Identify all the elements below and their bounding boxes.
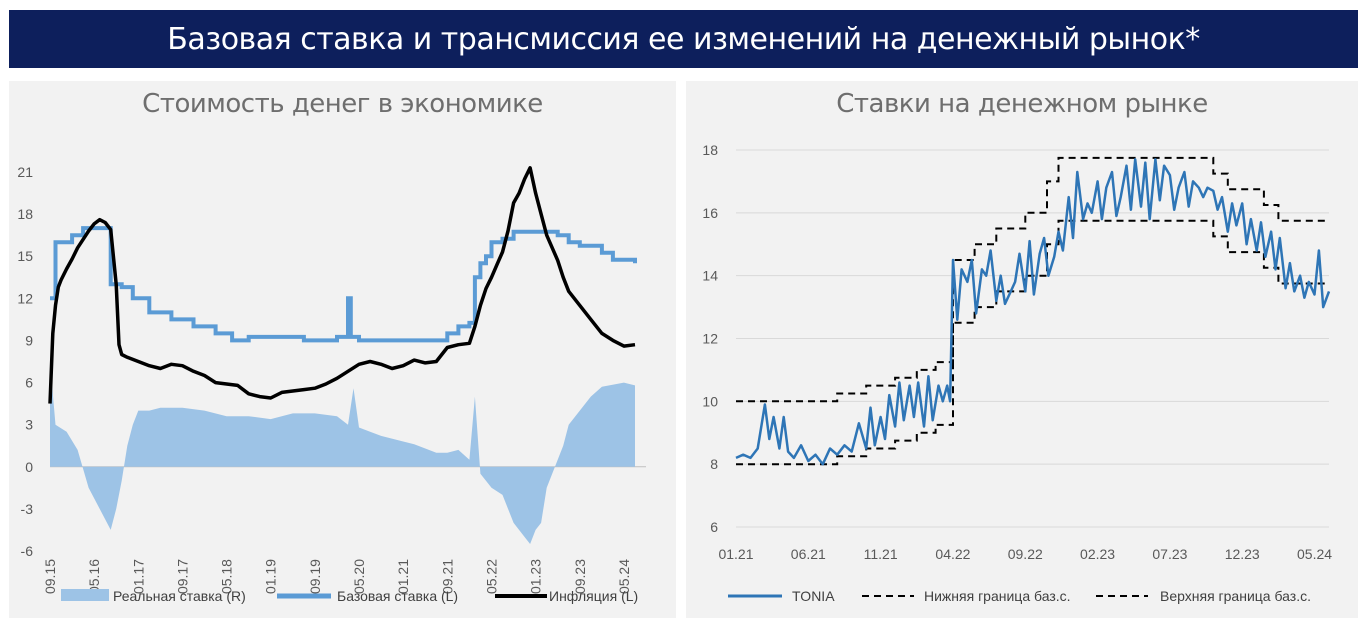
y-tick-label: 18 [702, 142, 718, 158]
x-tick-label: 09.17 [174, 559, 190, 594]
legend-label-real-rate: Реальная ставка (R) [113, 588, 246, 604]
y-tick-label: 8 [710, 456, 718, 472]
x-tick-label: 05.16 [86, 559, 102, 594]
x-tick-label: 01.17 [130, 559, 146, 594]
chart-money-cost: 21 18 15 12 9 6 3 0 -3 -6 09.15 05.16 01.17 09.17 05.1… [17, 164, 646, 604]
y-tick-label: -3 [21, 501, 34, 517]
x-tick-label: 09.21 [439, 559, 455, 594]
y-tick-label: -6 [21, 543, 34, 559]
legend-label-inflation: Инфляция (L) [549, 588, 638, 604]
x-tick-label: 01.23 [528, 559, 544, 594]
series-tonia-line [735, 158, 1331, 466]
x-tick-label: 09.22 [1008, 546, 1043, 562]
x-tick-label: 09.19 [307, 559, 323, 594]
chart-title: Стоимость денег в экономике [142, 89, 543, 119]
series-inflation-line [48, 166, 636, 404]
chart-title: Ставки на денежном рынке [836, 89, 1208, 119]
x-tick-label: 05.24 [1297, 546, 1332, 562]
y-tick-label: 15 [17, 248, 33, 264]
x-tick-label: 04.22 [935, 546, 970, 562]
x-tick-label: 06.21 [791, 546, 826, 562]
series-upper-bound-line [736, 156, 1329, 403]
series-lower-bound-line [736, 219, 1329, 466]
y-tick-label: 3 [25, 417, 33, 433]
series-real-rate-area [50, 361, 635, 544]
x-tick-label: 09.23 [572, 559, 588, 594]
legend-label-upper-bound: Верхняя граница баз.с. [1160, 588, 1311, 604]
chart-panel-money-market: Ставки на денежном рынке 18 16 14 12 10 8 6 01.… [686, 81, 1358, 618]
y-tick-label: 21 [17, 164, 33, 180]
y-tick-label: 12 [702, 331, 718, 347]
legend-label-tonia: TONIA [792, 588, 835, 604]
chart-panel-money-cost: Стоимость денег в экономике 21 18 15 12 9 6 3 0… [9, 81, 676, 618]
x-tick-label: 11.21 [864, 546, 898, 562]
y-tick-label: 6 [25, 375, 33, 391]
y-tick-label: 10 [702, 393, 718, 409]
x-tick-label: 09.15 [42, 559, 58, 594]
legend-swatch-real-rate [61, 589, 109, 601]
x-tick-label: 07.23 [1152, 546, 1187, 562]
x-tick-label: 05.20 [351, 559, 367, 594]
y-tick-label: 16 [702, 205, 718, 221]
y-tick-label: 12 [17, 290, 33, 306]
legend-label-base-rate: Базовая ставка (L) [337, 588, 458, 604]
x-tick-label: 01.21 [718, 546, 753, 562]
series-base-rate-line [50, 226, 637, 343]
y-tick-label: 9 [25, 332, 33, 348]
legend-label-lower-bound: Нижняя граница баз.с. [924, 588, 1071, 604]
y-tick-label: 14 [702, 268, 718, 284]
x-tick-label: 12.23 [1225, 546, 1260, 562]
chart-money-market: 18 16 14 12 10 8 601.21 06.21 11.21 04.22 09.22 02.… [702, 142, 1332, 604]
x-tick-label: 01.21 [395, 559, 411, 594]
y-tick-label: 0 [25, 459, 33, 475]
y-tick-label: 18 [17, 206, 33, 222]
x-tick-label: 05.24 [616, 559, 632, 594]
page-header: Базовая ставка и трансмиссия ее изменени… [9, 10, 1358, 68]
x-tick-label: 02.23 [1080, 546, 1115, 562]
y-tick-label: 6 [710, 519, 718, 535]
page-title: Базовая ставка и трансмиссия ее изменени… [167, 21, 1200, 57]
x-tick-label: 05.18 [219, 559, 235, 594]
x-tick-label: 01.19 [263, 559, 279, 594]
x-tick-label: 05.22 [483, 559, 499, 594]
